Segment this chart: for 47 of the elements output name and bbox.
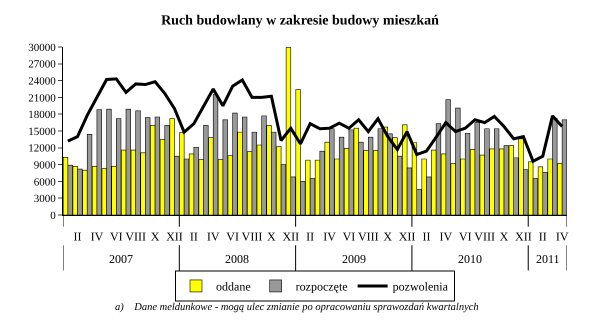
text: 2008	[225, 252, 249, 266]
x-tick-label: IV	[440, 229, 453, 244]
x-tick-label: IV	[90, 229, 104, 244]
y-tick-label: 3000	[34, 193, 56, 206]
y-tick-label: 12000	[28, 142, 56, 155]
x-tick-label: X	[500, 229, 509, 244]
y-tick-label: 21000	[28, 92, 56, 104]
y-tick-label: 30000	[28, 42, 56, 54]
x-tick-label: IV	[323, 229, 336, 244]
x-tick-label: VI	[342, 229, 356, 244]
y-tick-label: 24000	[28, 75, 56, 88]
x-tick-label: XII	[166, 229, 183, 244]
x-tick-label: VIII	[474, 229, 495, 244]
legend-label: rozpoczęte	[296, 280, 348, 294]
legend-label: oddane	[216, 280, 251, 294]
x-tick-label: VIII	[125, 229, 146, 244]
x-tick-label: X	[150, 229, 160, 244]
x-tick-label: IV	[556, 229, 569, 244]
x-tick-label: IV	[206, 229, 220, 244]
y-tick-label: 6000	[34, 176, 56, 188]
x-tick-label: II	[74, 229, 82, 244]
x-tick-label: X	[267, 229, 276, 244]
x-tick-label: VIII	[242, 229, 262, 244]
x-tick-label: II	[306, 229, 314, 244]
x-tick-label: X	[383, 229, 392, 244]
y-tick-label: 18000	[28, 109, 56, 122]
text: 2011	[536, 252, 560, 266]
x-tick-label: VIII	[358, 229, 379, 244]
y-tick-label: 0	[50, 210, 56, 222]
text: 2010	[458, 252, 482, 266]
y-tick-label: 15000	[28, 126, 56, 138]
text: 2009	[342, 252, 366, 266]
x-tick-label: VI	[110, 229, 123, 244]
text: 2007	[109, 252, 133, 266]
x-tick-label: II	[538, 229, 547, 244]
legend-label: pozwolenia	[392, 280, 449, 294]
x-tick-label: XII	[282, 229, 300, 244]
x-tick-label: XII	[515, 229, 532, 244]
x-tick-label: VI	[226, 229, 239, 244]
chart-title: Ruch budowlany w zakresie budowy mieszkań	[161, 13, 440, 28]
y-tick-label: 27000	[28, 58, 56, 71]
text: a) Dane meldunkowe - mogą ulec zmianie po opracowaniu sprawozdań kwartalnych	[115, 302, 479, 313]
x-tick-label: XII	[398, 229, 416, 244]
x-tick-label: VI	[458, 229, 472, 244]
x-tick-label: II	[422, 229, 430, 244]
x-tick-label: II	[190, 229, 198, 244]
y-tick-label: 9000	[34, 159, 56, 172]
